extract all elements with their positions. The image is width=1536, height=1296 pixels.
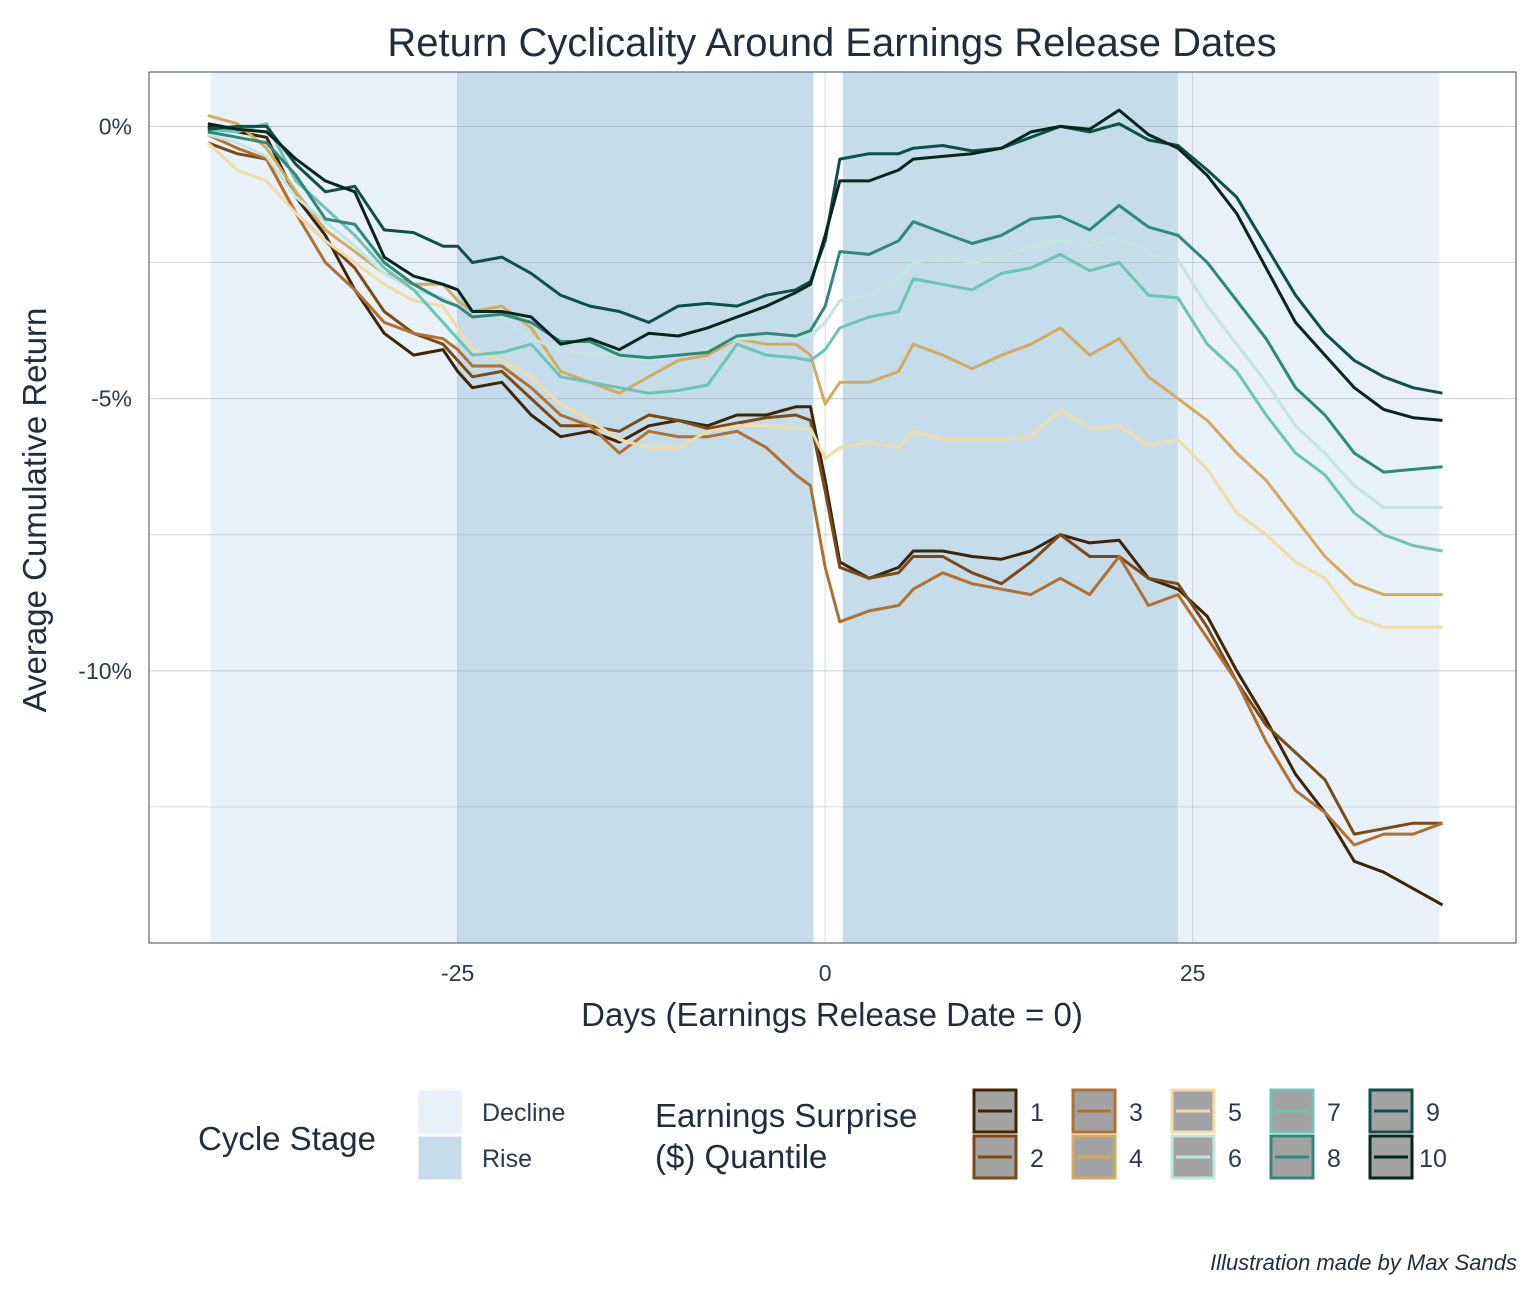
legend-label-quantile-8: 8: [1327, 1145, 1341, 1173]
y-axis-ticks: 0% -5% -10%: [78, 113, 132, 683]
x-tick-label: 0: [819, 960, 832, 986]
caption: Illustration made by Max Sands: [1210, 1250, 1517, 1275]
y-axis-title: Average Cumulative Return: [16, 308, 53, 713]
x-axis-title: Days (Earnings Release Date = 0): [581, 996, 1083, 1033]
cycle-band-rise-3: [842, 72, 1178, 943]
legend-cycle-stage-title: Cycle Stage: [198, 1120, 376, 1157]
legend-label-quantile-6: 6: [1228, 1145, 1242, 1173]
cycle-band-rise-2: [457, 72, 814, 943]
legend-swatch-rise: [417, 1135, 463, 1181]
legend-label-quantile-5: 5: [1228, 1099, 1242, 1127]
legend-swatch-decline: [417, 1089, 463, 1135]
series-lines: [206, 108, 1444, 907]
series-line-quantile-3: [207, 133, 1444, 847]
legend-label-decline: Decline: [482, 1099, 565, 1127]
series-line-quantile-4: [207, 114, 1443, 597]
series-line-quantile-7: [207, 122, 1443, 553]
cycle-stage-bands: [210, 72, 1440, 943]
y-tick-label: 0%: [99, 113, 132, 139]
legend-label-quantile-2: 2: [1030, 1145, 1044, 1173]
legend-quantile-keys: 1 2 3 4 5 6 7 8 9 10: [972, 1088, 1447, 1180]
series-line-quantile-2: [207, 141, 1443, 836]
legend-label-quantile-10: 10: [1419, 1145, 1447, 1173]
legend-cycle-stage-keys: Decline Rise: [417, 1089, 565, 1181]
x-tick-label: -25: [441, 960, 474, 986]
legend-label-quantile-4: 4: [1129, 1145, 1143, 1173]
legend: Cycle Stage Decline Rise Earnings Surpris…: [198, 1088, 1447, 1181]
x-axis-ticks: -25 0 25: [441, 960, 1205, 986]
legend-quantile-title-line2: ($) Quantile: [655, 1138, 827, 1175]
cycle-band-decline-1: [210, 72, 458, 943]
legend-label-quantile-9: 9: [1426, 1099, 1440, 1127]
chart-title: Return Cyclicality Around Earnings Relea…: [387, 21, 1276, 65]
plot-frame: [148, 71, 1517, 944]
x-tick-label: 25: [1180, 960, 1206, 986]
series-line-quantile-10: [207, 108, 1443, 422]
gridlines: [149, 72, 1516, 943]
series-line-quantile-5: [206, 141, 1443, 629]
legend-label-rise: Rise: [482, 1145, 532, 1173]
series-line-quantile-1: [207, 124, 1444, 907]
y-tick-label: -10%: [78, 658, 132, 684]
legend-quantile-title-line1: Earnings Surprise: [655, 1097, 917, 1134]
y-tick-label: -5%: [91, 386, 132, 412]
legend-label-quantile-7: 7: [1327, 1099, 1341, 1127]
series-line-quantile-8: [207, 130, 1443, 474]
legend-label-quantile-3: 3: [1129, 1099, 1143, 1127]
legend-label-quantile-1: 1: [1030, 1099, 1044, 1127]
